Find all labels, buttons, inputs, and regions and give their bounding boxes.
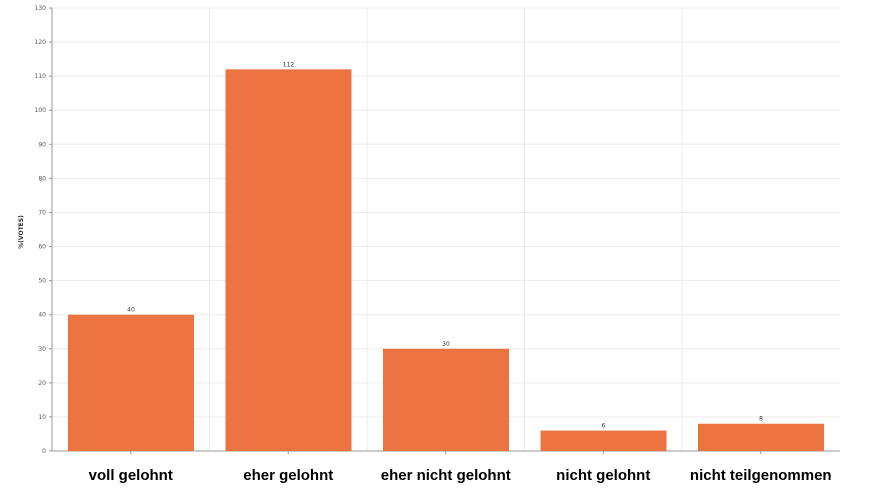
y-axis-title: %(VOTES) <box>18 215 25 249</box>
grid-layer <box>52 7 840 451</box>
bar <box>698 423 824 451</box>
y-tick-label: 0 <box>42 448 46 455</box>
y-tick-label: 40 <box>38 312 46 319</box>
x-category-label: nicht teilgenommen <box>690 467 832 484</box>
label-layer: 40 voll gelohnt 112 eher gelohnt 30 eher nich… <box>89 61 832 484</box>
y-tick-label: 130 <box>35 5 47 12</box>
bar-value-label: 112 <box>283 61 295 68</box>
bar-value-label: 30 <box>442 341 450 348</box>
y-tick-label: 110 <box>35 73 47 80</box>
y-tick-label: 80 <box>38 175 46 182</box>
y-tick-label: 20 <box>38 380 46 387</box>
y-tick-label: 70 <box>38 209 46 216</box>
y-tick-label: 120 <box>35 39 47 46</box>
y-tick-label: 30 <box>38 346 46 353</box>
bar-layer <box>68 69 824 451</box>
y-tick-label: 50 <box>38 278 46 285</box>
x-category-label: voll gelohnt <box>89 467 173 484</box>
bar <box>540 430 667 451</box>
bar-value-label: 8 <box>759 416 763 423</box>
y-tick-label: 10 <box>38 414 46 421</box>
x-category-label: eher nicht gelohnt <box>381 467 511 484</box>
x-category-label: eher gelohnt <box>243 467 333 484</box>
bar <box>225 69 352 451</box>
bar <box>68 314 194 451</box>
x-category-label: nicht gelohnt <box>556 467 650 484</box>
bar-value-label: 6 <box>602 423 606 430</box>
bar <box>383 348 509 451</box>
bar-value-label: 40 <box>127 307 135 314</box>
y-tick-label: 100 <box>35 107 47 114</box>
y-tick-label: 90 <box>38 141 46 148</box>
y-tick-label: 60 <box>38 244 46 251</box>
